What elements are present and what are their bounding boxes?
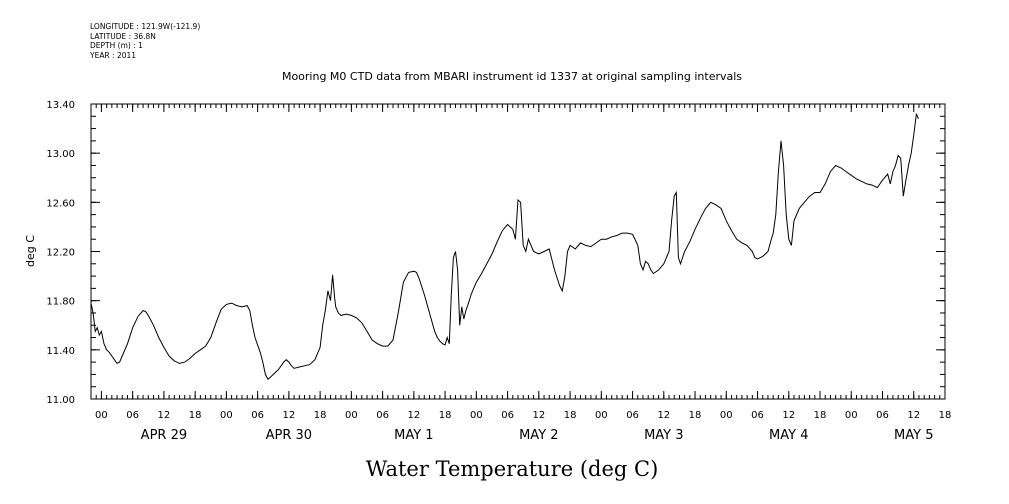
x-tick-label: 00 xyxy=(220,410,233,421)
day-label: MAY 4 xyxy=(769,428,808,443)
longitude-label: LONGITUDE : 121.9W(-121.9) xyxy=(90,22,201,31)
x-tick-label: 18 xyxy=(939,410,952,421)
ticks-group xyxy=(90,103,946,400)
x-tick-label: 06 xyxy=(626,410,639,421)
x-tick-label: 06 xyxy=(751,410,764,421)
y-tick-label: 13.40 xyxy=(46,100,75,111)
latitude-label: LATITUDE : 36.8N xyxy=(90,31,156,41)
x-tick-label: 06 xyxy=(126,410,139,421)
y-tick-label: 12.60 xyxy=(46,198,75,209)
temperature-series-line xyxy=(90,113,919,381)
day-label: MAY 1 xyxy=(394,428,433,443)
plot-frame xyxy=(90,103,946,400)
year-label: YEAR : 2011 xyxy=(90,50,137,60)
chart-title: Mooring M0 CTD data from MBARI instrumen… xyxy=(282,70,742,83)
x-tick-label: 12 xyxy=(283,410,296,421)
day-labels: APR 29 APR 30 MAY 1 MAY 2 MAY 3 MAY 4 MAY 5 xyxy=(141,428,934,443)
x-tick-labels: 00 06 12 18 00 06 12 18 00 06 12 18 00 06 12 18 00 06 12 18… xyxy=(95,410,951,421)
x-tick-label: 12 xyxy=(532,410,545,421)
y-tick-label: 11.40 xyxy=(46,346,75,357)
day-label: MAY 3 xyxy=(644,428,683,443)
day-label: APR 30 xyxy=(266,428,312,443)
x-tick-label: 18 xyxy=(564,410,577,421)
y-tick-label: 11.00 xyxy=(46,395,75,406)
day-label: APR 29 xyxy=(141,428,187,443)
depth-label: DEPTH (m) : 1 xyxy=(90,41,143,50)
x-tick-label: 12 xyxy=(407,410,420,421)
x-tick-label: 18 xyxy=(189,410,202,421)
y-tick-label: 11.80 xyxy=(46,297,75,308)
day-label: MAY 5 xyxy=(894,428,933,443)
y-tick-label: 12.20 xyxy=(46,248,75,259)
x-tick-label: 00 xyxy=(845,410,858,421)
x-tick-label: 00 xyxy=(95,410,108,421)
y-axis-label: deg C xyxy=(24,235,37,267)
x-tick-label: 06 xyxy=(501,410,514,421)
x-tick-label: 12 xyxy=(657,410,670,421)
x-tick-label: 12 xyxy=(158,410,171,421)
x-tick-label: 12 xyxy=(782,410,795,421)
x-tick-label: 06 xyxy=(251,410,264,421)
x-tick-label: 00 xyxy=(345,410,358,421)
x-tick-label: 00 xyxy=(595,410,608,421)
x-tick-label: 00 xyxy=(470,410,483,421)
day-label: MAY 2 xyxy=(519,428,558,443)
x-tick-label: 12 xyxy=(907,410,920,421)
x-tick-label: 18 xyxy=(689,410,702,421)
y-tick-labels: 11.00 11.40 11.80 12.20 12.60 13.00 13.40 xyxy=(46,100,75,406)
x-tick-label: 00 xyxy=(720,410,733,421)
x-tick-label: 06 xyxy=(376,410,389,421)
x-tick-label: 18 xyxy=(814,410,827,421)
metadata-block: LONGITUDE : 121.9W(-121.9) LATITUDE : 36… xyxy=(90,22,200,60)
y-tick-label: 13.00 xyxy=(46,149,75,160)
x-tick-label: 18 xyxy=(314,410,327,421)
x-tick-label: 06 xyxy=(876,410,889,421)
x-tick-label: 18 xyxy=(439,410,452,421)
x-axis-label: Water Temperature (deg C) xyxy=(366,457,659,481)
